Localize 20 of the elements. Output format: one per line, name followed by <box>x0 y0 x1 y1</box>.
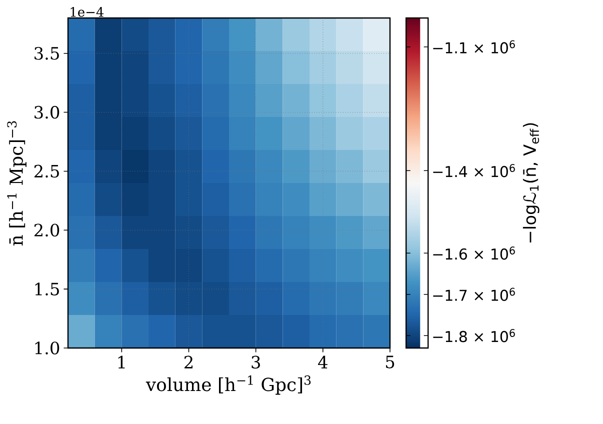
x-tick-label: 5 <box>386 356 394 368</box>
x-tick-label: 4 <box>318 356 328 368</box>
y-axis-title: n̄ [h$^{−1}$ Mpc]$^{−3}$ <box>7 121 26 246</box>
y-tick-label: 2.5 <box>34 164 59 178</box>
x-tick-label: 2 <box>184 356 192 368</box>
color-bar-label: −1.8 × 10$^{6}$ <box>433 329 515 342</box>
x-tick-label: 1 <box>118 356 125 368</box>
color-bar-title: −logℒ$_{1}$(n̄, V$_{eff}$) <box>522 123 540 242</box>
y-tick-label: 3.5 <box>34 46 59 60</box>
y-tick-label: 2.0 <box>34 224 60 237</box>
x-axis-title: volume [h$^{−1}$ Gpc]$^{3}$ <box>146 375 311 395</box>
color-bar-label: −1.7 × 10$^{6}$ <box>433 288 515 301</box>
text: 1e−4 <box>70 7 104 17</box>
y-tick-label: 3.0 <box>34 106 60 119</box>
x-tick-label: 3 <box>252 356 260 369</box>
color-bar-label: −1.4 × 10$^{6}$ <box>433 164 515 178</box>
color-bar-label: −1.6 × 10$^{6}$ <box>433 246 515 260</box>
y-tick-label: 1.0 <box>35 342 60 354</box>
color-bar-label: −1.1 × 10$^{6}$ <box>433 40 515 54</box>
y-tick-label: 1.5 <box>35 282 59 296</box>
